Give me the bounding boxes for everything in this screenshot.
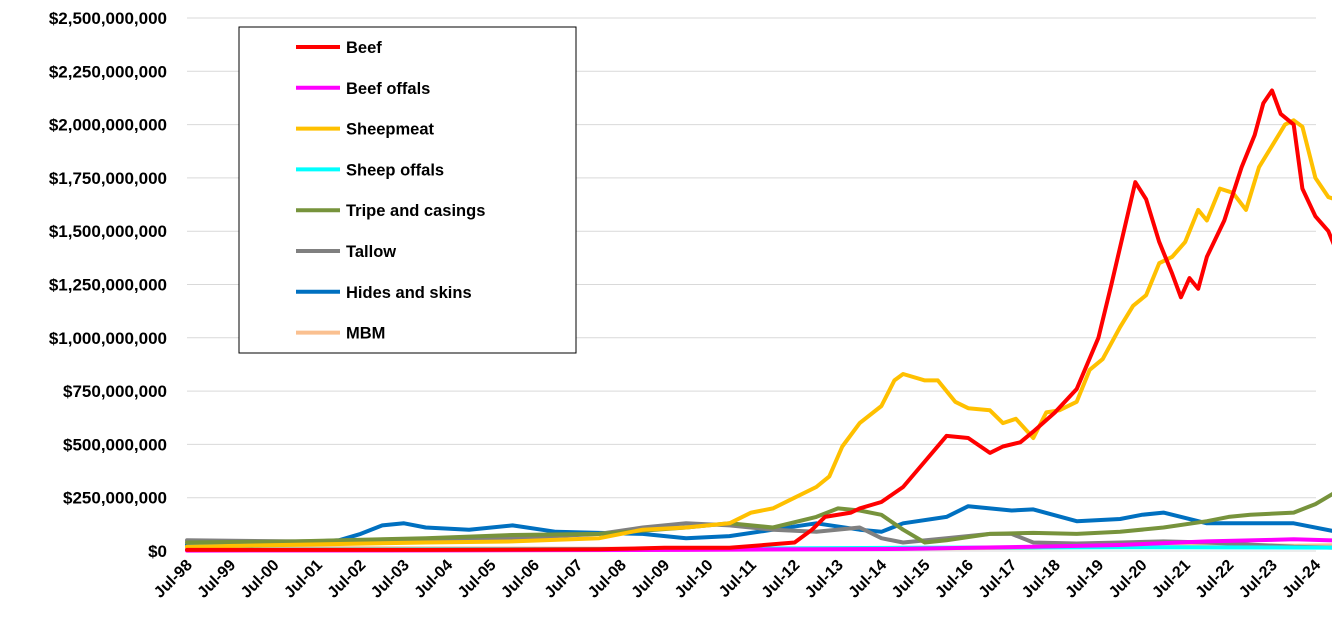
x-tick-label: Jul-18 bbox=[1019, 557, 1064, 602]
x-tick-label: Jul-16 bbox=[932, 557, 977, 602]
y-tick-label: $2,500,000,000 bbox=[49, 9, 167, 28]
x-tick-label: Jul-01 bbox=[281, 557, 326, 602]
y-tick-label: $1,750,000,000 bbox=[49, 169, 167, 188]
legend-box bbox=[238, 26, 577, 354]
x-tick-label: Jul-20 bbox=[1106, 557, 1151, 602]
x-tick-label: Jul-17 bbox=[976, 557, 1021, 602]
x-tick-label: Jul-11 bbox=[716, 557, 760, 601]
x-tick-label: Jul-98 bbox=[151, 557, 196, 602]
x-tick-label: Jul-09 bbox=[629, 557, 674, 602]
x-tick-label: Jul-15 bbox=[889, 557, 934, 602]
y-tick-label: $2,000,000,000 bbox=[49, 116, 167, 135]
series-line-sheepmeat bbox=[185, 118, 1332, 549]
y-tick-label: $250,000,000 bbox=[63, 489, 167, 508]
legend-label: Tallow bbox=[346, 243, 396, 261]
legend-label: Tripe and casings bbox=[346, 202, 485, 220]
x-tick-label: Jul-00 bbox=[238, 557, 283, 602]
x-tick-label: Jul-13 bbox=[802, 557, 847, 602]
x-tick-label: Jul-19 bbox=[1063, 557, 1108, 602]
series-line-beef bbox=[185, 88, 1332, 552]
x-tick-label: Jul-04 bbox=[412, 557, 457, 602]
x-tick-label: Jul-03 bbox=[368, 557, 413, 602]
y-tick-label: $500,000,000 bbox=[63, 435, 167, 454]
x-tick-label: Jul-05 bbox=[455, 557, 500, 602]
legend-label: Beef offals bbox=[346, 80, 430, 98]
y-tick-label: $750,000,000 bbox=[63, 382, 167, 401]
x-tick-label: Jul-99 bbox=[195, 557, 240, 602]
y-tick-label: $1,250,000,000 bbox=[49, 276, 167, 295]
legend-label: Beef bbox=[346, 39, 382, 57]
y-axis-tick-labels: $0 $250,000,000 $500,000,000 $750,000,000 $1… bbox=[49, 9, 167, 561]
x-tick-label: Jul-14 bbox=[846, 557, 891, 602]
y-tick-label: $1,000,000,000 bbox=[49, 329, 167, 348]
x-tick-label: Jul-02 bbox=[325, 557, 370, 602]
series-lines bbox=[185, 88, 1332, 553]
x-tick-label: Jul-08 bbox=[585, 557, 630, 602]
x-tick-label: Jul-21 bbox=[1149, 557, 1194, 602]
y-tick-label: $2,250,000,000 bbox=[49, 62, 167, 81]
x-tick-label: Jul-23 bbox=[1236, 557, 1281, 602]
y-tick-label: $0 bbox=[148, 542, 167, 561]
legend-label: Sheepmeat bbox=[346, 121, 435, 139]
legend-label: MBM bbox=[346, 325, 385, 343]
x-tick-label: Jul-12 bbox=[759, 557, 804, 602]
x-tick-label: Jul-07 bbox=[542, 557, 587, 602]
x-tick-label: Jul-06 bbox=[498, 557, 543, 602]
legend: Beef Beef offals Sheepmeat Sheep offals Trip… bbox=[238, 26, 577, 354]
x-tick-label: Jul-24 bbox=[1280, 557, 1325, 602]
x-tick-label: Jul-10 bbox=[672, 557, 717, 602]
x-axis-tick-labels: Jul-98Jul-99Jul-00Jul-01Jul-02Jul-03Jul-… bbox=[151, 557, 1324, 602]
y-tick-label: $1,500,000,000 bbox=[49, 222, 167, 241]
x-tick-label: Jul-22 bbox=[1193, 557, 1238, 602]
legend-label: Hides and skins bbox=[346, 284, 472, 302]
legend-label: Sheep offals bbox=[346, 161, 444, 179]
